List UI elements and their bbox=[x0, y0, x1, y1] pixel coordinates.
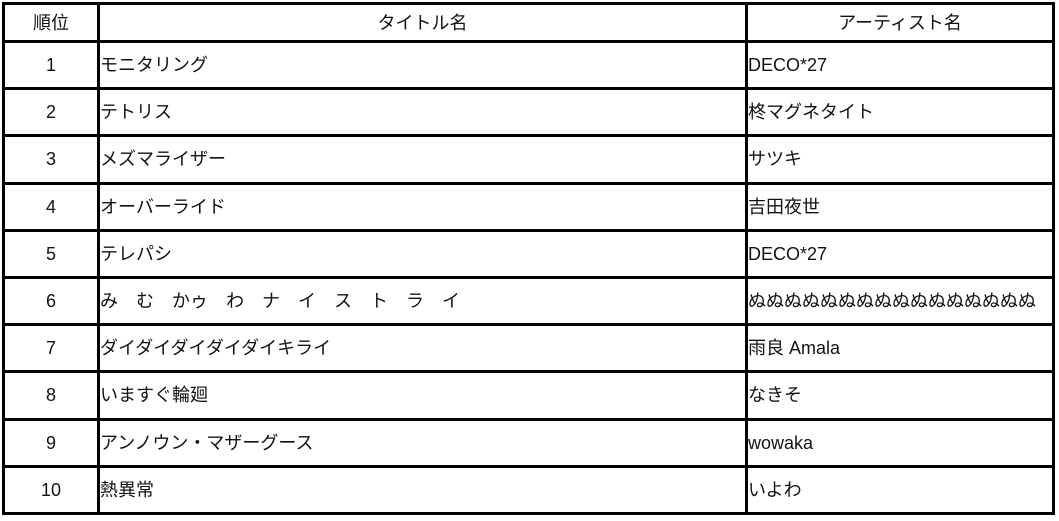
title-cell: み む かゥ わ ナ イ ス ト ラ イ bbox=[97, 275, 748, 327]
rank-cell: 8 bbox=[2, 370, 100, 421]
title-cell: テレパシ bbox=[97, 228, 748, 279]
artist-cell: 雨良 Amala bbox=[745, 323, 1055, 374]
title-cell: メズマライザー bbox=[97, 134, 748, 185]
rank-cell: 10 bbox=[2, 464, 100, 516]
table-row: 3 メズマライザー サツキ bbox=[2, 134, 1055, 185]
header-rank: 順位 bbox=[2, 2, 100, 43]
table-row: 1 モニタリング DECO*27 bbox=[2, 39, 1055, 91]
rank-cell: 2 bbox=[2, 87, 100, 138]
header-row: 順位 タイトル名 アーティスト名 bbox=[2, 2, 1055, 43]
rank-cell: 6 bbox=[2, 275, 100, 327]
artist-cell: ぬぬぬぬぬぬぬぬぬぬぬぬぬぬぬぬ bbox=[745, 275, 1055, 327]
artist-cell: DECO*27 bbox=[745, 39, 1055, 91]
rank-cell: 9 bbox=[2, 417, 100, 468]
artist-cell: なきそ bbox=[745, 370, 1055, 421]
artist-cell: 柊マグネタイト bbox=[745, 87, 1055, 138]
table-row: 2 テトリス 柊マグネタイト bbox=[2, 87, 1055, 138]
title-cell: 熱異常 bbox=[97, 464, 748, 516]
rank-cell: 3 bbox=[2, 134, 100, 185]
rank-cell: 5 bbox=[2, 228, 100, 279]
title-cell: いますぐ輪廻 bbox=[97, 370, 748, 421]
rank-cell: 7 bbox=[2, 323, 100, 374]
title-cell: ダイダイダイダイダイキライ bbox=[97, 323, 748, 374]
artist-cell: サツキ bbox=[745, 134, 1055, 185]
header-artist: アーティスト名 bbox=[745, 2, 1055, 43]
table-row: 4 オーバーライド 吉田夜世 bbox=[2, 181, 1055, 232]
title-cell: アンノウン・マザーグース bbox=[97, 417, 748, 468]
table-row: 5 テレパシ DECO*27 bbox=[2, 228, 1055, 279]
artist-cell: wowaka bbox=[745, 417, 1055, 468]
header-title: タイトル名 bbox=[97, 2, 748, 43]
table-row: 8 いますぐ輪廻 なきそ bbox=[2, 370, 1055, 421]
table-row: 6 み む かゥ わ ナ イ ス ト ラ イ ぬぬぬぬぬぬぬぬぬぬぬぬぬぬぬぬ bbox=[2, 275, 1055, 327]
table-row: 9 アンノウン・マザーグース wowaka bbox=[2, 417, 1055, 468]
title-cell: モニタリング bbox=[97, 39, 748, 91]
artist-cell: DECO*27 bbox=[745, 228, 1055, 279]
rank-cell: 4 bbox=[2, 181, 100, 232]
title-cell: テトリス bbox=[97, 87, 748, 138]
artist-cell: 吉田夜世 bbox=[745, 181, 1055, 232]
table-row: 10 熱異常 いよわ bbox=[2, 464, 1055, 516]
rank-cell: 1 bbox=[2, 39, 100, 91]
title-cell: オーバーライド bbox=[97, 181, 748, 232]
artist-cell: いよわ bbox=[745, 464, 1055, 516]
table-row: 7 ダイダイダイダイダイキライ 雨良 Amala bbox=[2, 323, 1055, 374]
